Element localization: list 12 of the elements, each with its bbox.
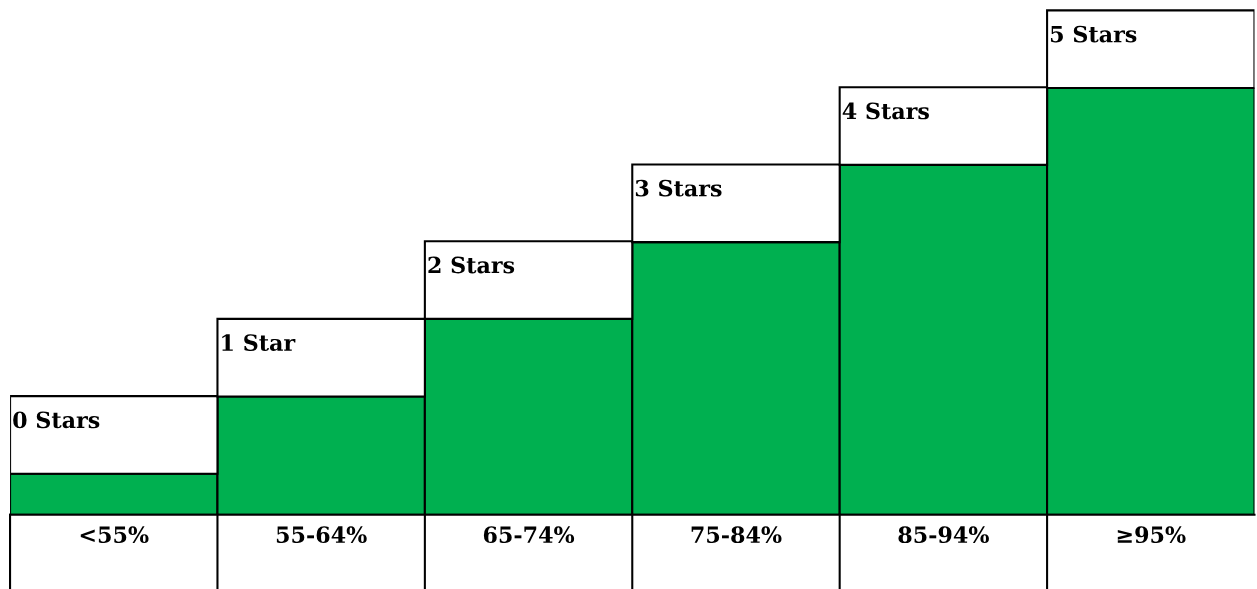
x-tick-label: 65-74% [483,526,575,544]
x-tick-label: <55% [80,526,149,544]
annotation: 4 Stars [842,102,929,120]
x-tick-label: 85-94% [898,526,989,544]
x-tick-label: 55-64% [276,526,367,544]
x-tick-label: ≥95% [1117,526,1186,544]
annotation: 5 Stars [1050,25,1137,43]
annotation: 1 Star [222,334,296,352]
annotation: 2 Stars [428,256,515,274]
annotation: 3 Stars [635,179,722,197]
x-tick-label: 75-84% [691,526,782,544]
annotation: 0 Stars [13,411,100,429]
